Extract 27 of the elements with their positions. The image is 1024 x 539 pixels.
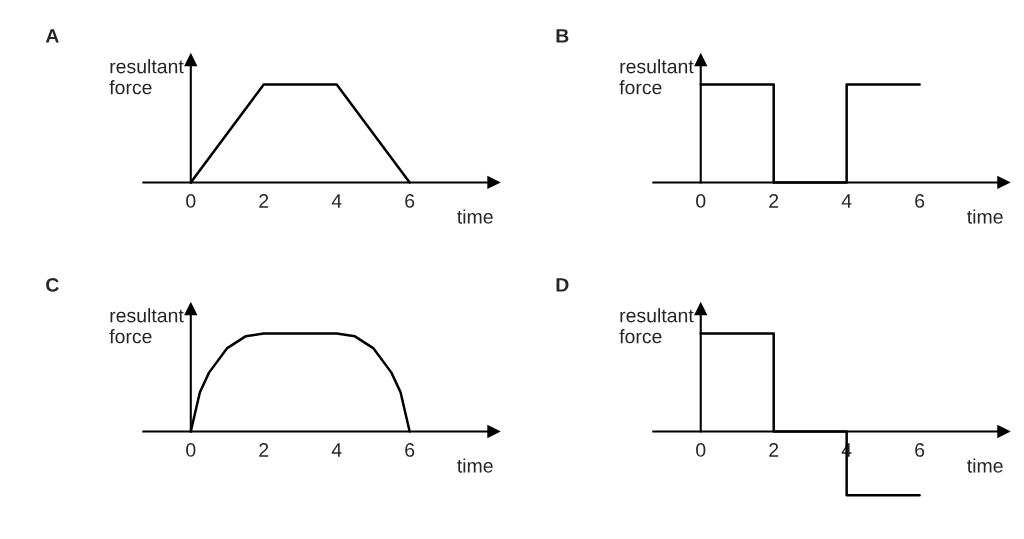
x-tick-label: 4 [331, 194, 342, 208]
x-axis-title: time [967, 209, 1003, 224]
chart-title: D [556, 278, 569, 292]
x-tick-label: 2 [769, 443, 779, 457]
y-axis-title: resultant force [109, 59, 184, 95]
x-tick-label: 6 [915, 194, 925, 208]
x-tick-label: 4 [841, 194, 852, 208]
x-axis-title: time [967, 458, 1003, 473]
x-tick-label: 0 [696, 443, 706, 457]
x-tick-label: 0 [186, 194, 196, 208]
chart-title: A [45, 29, 59, 43]
x-tick-label: 4 [331, 443, 342, 457]
x-tick-label: 6 [915, 443, 925, 457]
x-tick-label: 2 [259, 443, 269, 457]
y-axis-title: resultant force [619, 308, 694, 344]
x-tick-label: 6 [405, 443, 415, 457]
x-tick-label: 0 [696, 194, 706, 208]
x-tick-label: 2 [259, 194, 269, 208]
x-tick-label: 6 [405, 194, 415, 208]
x-axis-title: time [457, 458, 493, 473]
y-axis-title: resultant force [619, 59, 694, 95]
x-tick-label: 0 [186, 443, 196, 457]
chart-title: C [46, 277, 59, 292]
y-axis-title: resultant force [109, 308, 184, 344]
x-axis-title: time [457, 209, 493, 224]
x-tick-label: 2 [769, 194, 779, 208]
chart-title: B [556, 29, 569, 43]
